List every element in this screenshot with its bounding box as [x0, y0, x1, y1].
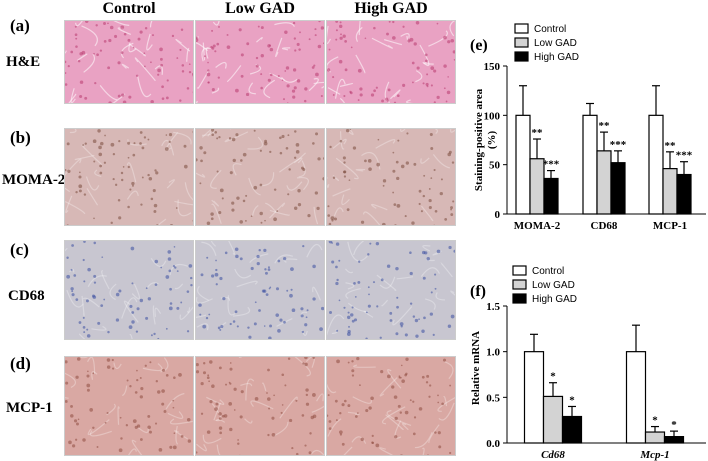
legend-label: Low GAD	[532, 280, 575, 291]
row-label-cd68: CD68	[8, 288, 45, 304]
category-label: MOMA-2	[514, 220, 561, 232]
significance-label: *	[569, 394, 575, 406]
legend-swatch	[514, 37, 529, 48]
micrograph-he-low-gad	[195, 20, 325, 104]
bar	[596, 150, 612, 215]
significance-label: ***	[610, 139, 627, 151]
significance-label: *	[550, 371, 556, 383]
chart-panel-letter: (e)	[470, 37, 488, 54]
bar	[543, 177, 559, 215]
legend-swatch	[512, 265, 527, 276]
y-tick-label: 1.5	[486, 301, 500, 313]
legend-label: High GAD	[534, 52, 579, 63]
category-label: Cd68	[541, 449, 565, 461]
micrograph-moma-control	[64, 128, 194, 226]
legend-swatch	[514, 51, 529, 62]
micrograph-mcp-low-gad	[195, 356, 325, 456]
significance-label: ***	[676, 150, 693, 162]
legend-swatch	[514, 23, 529, 34]
category-label: Mcp-1	[639, 449, 669, 461]
panel-letter-b: (b)	[10, 128, 31, 147]
column-header-low-gad: Low GAD	[225, 0, 295, 17]
bar	[648, 114, 664, 215]
bar	[561, 415, 583, 444]
legend-swatch	[512, 293, 527, 304]
row-label-moma-2: MOMA-2	[2, 172, 66, 188]
significance-label: *	[671, 419, 677, 431]
significance-label: ***	[543, 159, 560, 171]
column-header-control: Control	[102, 0, 156, 17]
micrograph-moma-high-gad	[326, 128, 456, 226]
significance-label: **	[599, 120, 611, 132]
micrograph-he-high-gad	[326, 20, 456, 104]
bar	[625, 351, 647, 444]
micrograph-cd68-high-gad	[326, 240, 456, 340]
bar	[582, 114, 598, 215]
column-header-high-gad: High GAD	[354, 0, 428, 17]
bar	[663, 436, 685, 444]
y-tick-label: 1.0	[486, 347, 500, 359]
chart-panel-letter: (f)	[470, 283, 486, 300]
bar	[644, 431, 666, 444]
y-axis-label-line: Staining-positive area	[473, 88, 485, 191]
category-label: CD68	[591, 220, 618, 232]
y-tick-label: 50	[489, 160, 501, 172]
legend-label: Low GAD	[534, 38, 577, 49]
y-axis-label-line: Relative mRNA	[470, 331, 482, 405]
panel-letter-d: (d)	[10, 354, 31, 373]
y-axis-label: Relative mRNA	[470, 331, 482, 405]
significance-label: **	[665, 140, 677, 152]
y-axis-label: Staining-positive area (%)	[473, 88, 498, 191]
bar	[542, 395, 564, 444]
legend-label: High GAD	[532, 294, 577, 305]
significance-label: *	[652, 415, 658, 427]
panel-letter-c: (c)	[10, 240, 29, 259]
bar	[662, 168, 678, 215]
y-tick-label: 0	[495, 209, 501, 221]
bar	[676, 173, 692, 215]
row-label-mcp-1: MCP-1	[6, 400, 53, 416]
micrograph-mcp-control	[64, 356, 194, 456]
legend-label: Control	[532, 266, 564, 277]
bar	[523, 351, 545, 444]
micrograph-cd68-control	[64, 240, 194, 340]
y-tick-label: 0.0	[486, 438, 500, 450]
y-tick-label: 0.5	[486, 392, 500, 404]
micrograph-cd68-low-gad	[195, 240, 325, 340]
legend-swatch	[512, 279, 527, 290]
legend-label: Control	[534, 24, 566, 35]
y-tick-label: 150	[484, 61, 501, 73]
bar	[610, 162, 626, 215]
y-tick-label: 100	[484, 110, 501, 122]
y-axis-label-line: (%)	[486, 131, 498, 150]
significance-label: **	[532, 127, 544, 139]
row-label-he: H&E	[6, 54, 41, 70]
micrograph-moma-low-gad	[195, 128, 325, 226]
micrograph-mcp-high-gad	[326, 356, 456, 456]
panel-letter-a: (a)	[10, 16, 30, 35]
bar	[515, 114, 531, 215]
category-label: MCP-1	[653, 220, 687, 232]
micrograph-he-control	[64, 20, 194, 104]
